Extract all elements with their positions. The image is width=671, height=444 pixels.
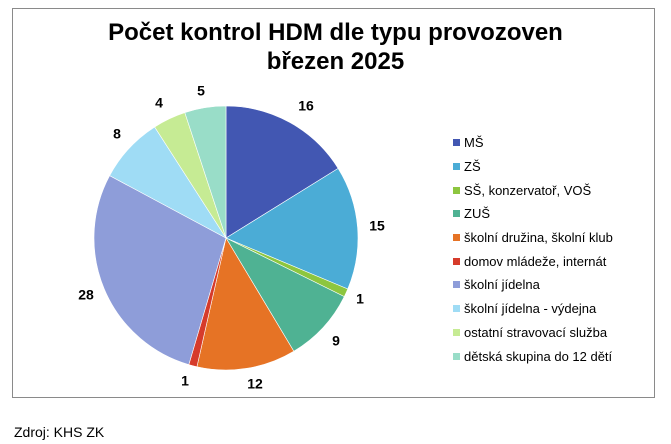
data-label-3: 1 (356, 291, 364, 307)
legend-item: školní družina, školní klub (453, 226, 613, 250)
legend-label: školní družina, školní klub (464, 230, 613, 246)
legend-label: domov mládeže, internát (464, 253, 607, 269)
chart-title: Počet kontrol HDM dle typu provozoven bř… (0, 18, 671, 76)
pie-slice-7 (93, 175, 227, 366)
legend-item: dětská skupina do 12 dětí (453, 344, 613, 368)
pie-slice-5 (196, 237, 295, 371)
data-label-10: 5 (197, 83, 205, 99)
legend-label: ZUŠ (464, 206, 490, 222)
source-note: Zdroj: KHS ZK (14, 424, 105, 440)
legend-swatch (453, 328, 460, 336)
legend-label: ostatní stravovací služba (464, 324, 608, 340)
legend-label: školní jídelna - výdejna (464, 301, 597, 317)
legend-item: SŠ, konzervatoř, VOŠ (453, 178, 613, 202)
chart-title-line1: Počet kontrol HDM dle typu provozoven (108, 19, 563, 46)
legend-swatch (453, 257, 460, 265)
legend-item: ZUŠ (453, 202, 613, 226)
legend-swatch (453, 352, 460, 360)
legend-swatch (453, 281, 460, 289)
pie-slice-1 (225, 105, 339, 239)
legend-item: školní jídelna - výdejna (453, 297, 613, 321)
chart-title-line2: březen 2025 (266, 48, 405, 75)
data-label-5: 12 (247, 376, 263, 392)
legend-swatch (453, 305, 460, 313)
legend-label: ZŠ (464, 159, 481, 175)
data-label-9: 4 (155, 95, 163, 111)
legend-item: ZŠ (453, 155, 613, 179)
pie-slice-2 (225, 167, 359, 290)
data-label-2: 15 (369, 218, 385, 234)
legend-swatch (453, 186, 460, 194)
data-label-7: 28 (78, 287, 94, 303)
legend-item: ostatní stravovací služba (453, 321, 613, 345)
data-label-8: 8 (113, 126, 121, 142)
data-label-1: 16 (298, 98, 314, 114)
pie-slice-10 (184, 105, 227, 239)
legend-swatch (453, 163, 460, 171)
legend-item: MŠ (453, 131, 613, 155)
legend-swatch (453, 210, 460, 218)
legend: MŠ ZŠ SŠ, konzervatoř, VOŠ ZUŠ školní družin… (453, 131, 613, 368)
data-label-6: 1 (181, 373, 189, 389)
legend-label: školní jídelna (464, 277, 540, 293)
legend-swatch (453, 234, 460, 242)
legend-item: domov mládeže, internát (453, 249, 613, 273)
legend-label: dětská skupina do 12 dětí (464, 348, 613, 364)
legend-swatch (453, 139, 460, 147)
legend-label: MŠ (464, 135, 484, 151)
legend-label: SŠ, konzervatoř, VOŠ (464, 182, 592, 198)
data-label-4: 9 (332, 333, 340, 349)
legend-item: školní jídelna (453, 273, 613, 297)
